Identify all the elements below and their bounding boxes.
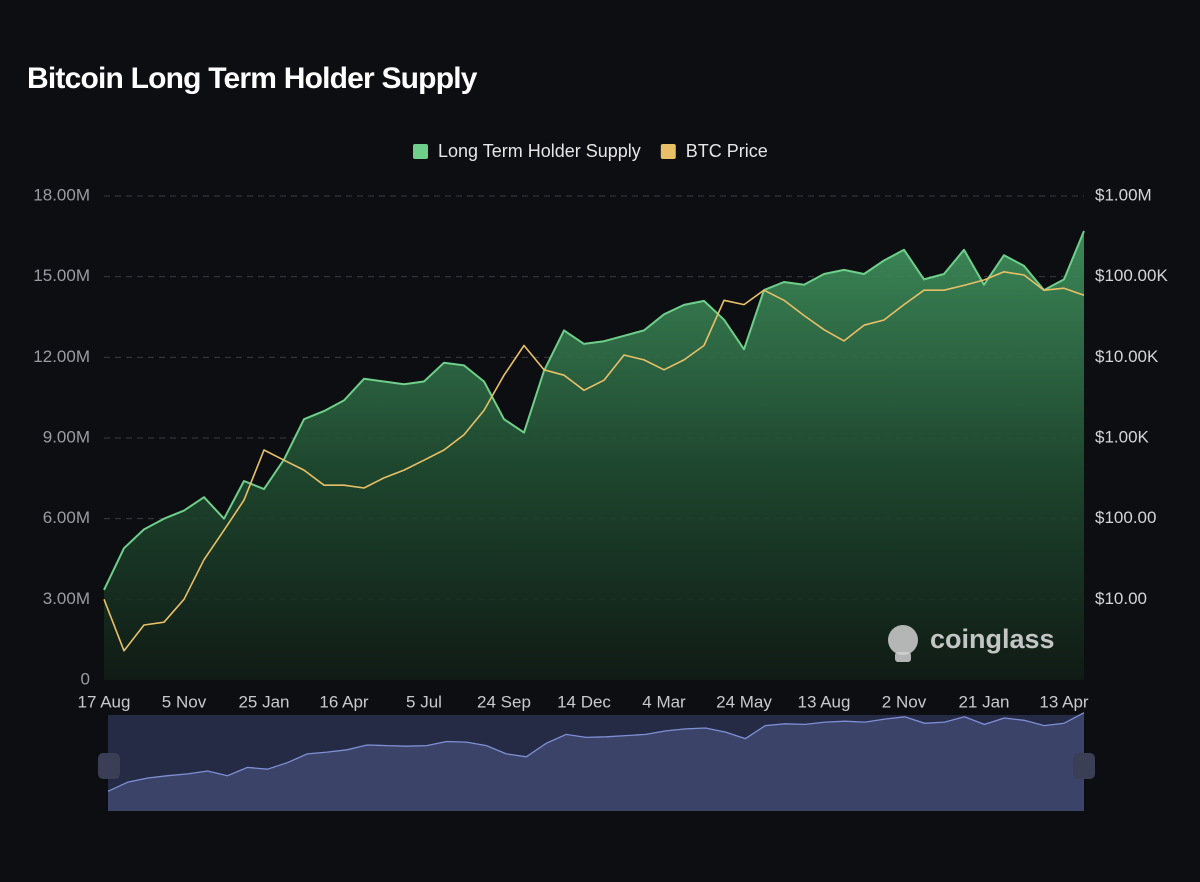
line	[103, 230, 1085, 591]
x-tick-label: 5 Nov	[162, 692, 207, 711]
watermark-text: coinglass	[930, 624, 1055, 654]
navigator	[107, 712, 1085, 811]
legend-swatch	[413, 144, 428, 159]
plot	[103, 230, 1085, 680]
y2-tick-label: $10.00K	[1095, 347, 1159, 366]
navigator-handle[interactable]	[98, 753, 120, 779]
x-tick-label: 21 Jan	[958, 692, 1009, 711]
x-tick-label: 16 Apr	[319, 692, 368, 711]
y-tick-label: 0	[81, 669, 90, 688]
x-tick-label: 13 Apr	[1039, 692, 1088, 711]
y2-tick-label: $100.00K	[1095, 266, 1168, 285]
x-tick-label: 24 May	[716, 692, 772, 711]
x-tick-label: 2 Nov	[882, 692, 927, 711]
x-tick-label: 13 Aug	[798, 692, 851, 711]
area	[104, 231, 1084, 680]
watermark: coinglass	[888, 624, 1055, 662]
y-tick-label: 15.00M	[33, 266, 90, 285]
x-tick-label: 4 Mar	[642, 692, 686, 711]
navigator-handles[interactable]	[98, 753, 1095, 779]
chart-title: Bitcoin Long Term Holder Supply	[27, 62, 478, 95]
y2-tick-label: $10.00	[1095, 589, 1147, 608]
x-tick-label: 25 Jan	[238, 692, 289, 711]
x-tick-label: 14 Dec	[557, 692, 611, 711]
navigator-area	[108, 712, 1084, 811]
y2-tick-label: $1.00M	[1095, 185, 1152, 204]
y-tick-label: 9.00M	[43, 427, 90, 446]
legend-swatch	[660, 144, 676, 159]
y-tick-label: 18.00M	[33, 185, 90, 204]
y2-tick-label: $100.00	[1095, 508, 1156, 527]
watermark-logo	[888, 625, 918, 655]
x-tick-label: 24 Sep	[477, 692, 531, 711]
watermark-logo	[895, 652, 911, 662]
legend-label: BTC Price	[686, 141, 768, 161]
y-tick-label: 12.00M	[33, 347, 90, 366]
navigator-handle[interactable]	[1073, 753, 1095, 779]
axes: 0 3.00M 6.00M 9.00M 12.00M 15.00M 18.00M $10.00…	[33, 185, 1168, 711]
legend: Long Term Holder Supply BTC Price	[413, 141, 768, 161]
legend-label: Long Term Holder Supply	[438, 141, 641, 161]
y-tick-label: 6.00M	[43, 508, 90, 527]
x-tick-label: 17 Aug	[78, 692, 131, 711]
navigator-line	[107, 712, 1085, 792]
x-tick-label: 5 Jul	[406, 692, 442, 711]
y-tick-label: 3.00M	[43, 589, 90, 608]
y2-tick-label: $1.00K	[1095, 427, 1150, 446]
line	[103, 271, 1085, 652]
